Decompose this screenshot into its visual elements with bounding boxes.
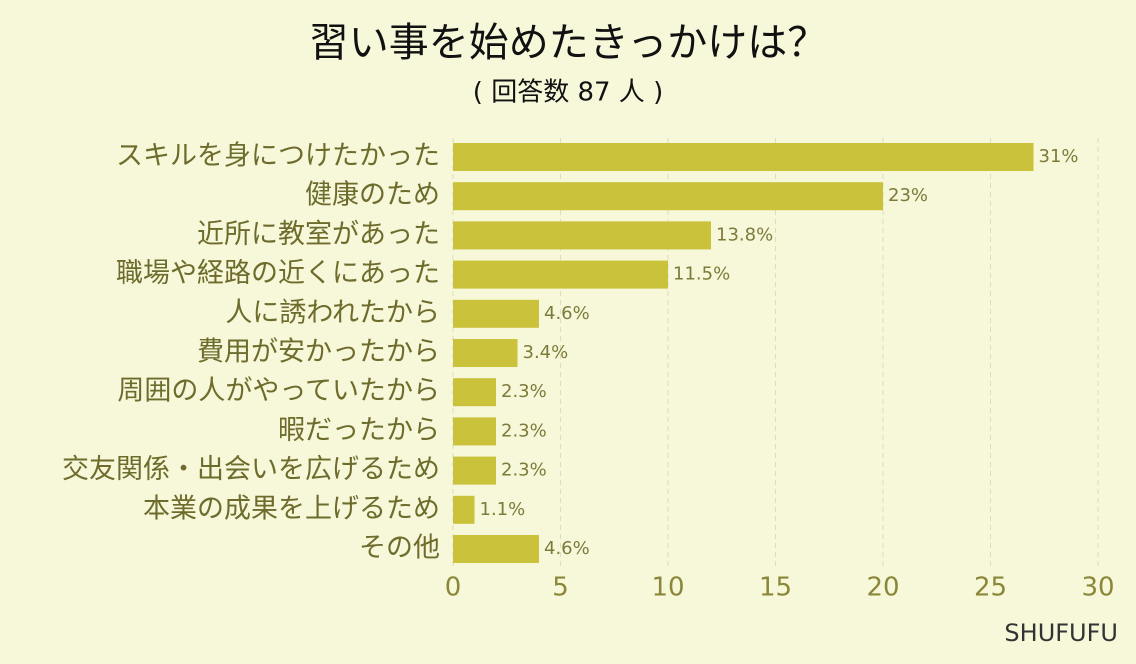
value-label: 2.3% [501,420,547,441]
category-label: 健康のため [305,180,440,211]
value-label: 2.3% [501,460,547,481]
bar [453,221,711,250]
category-label: 近所に教室があった [197,219,440,250]
value-label: 4.6% [544,303,590,324]
value-label: 31% [1039,146,1079,167]
value-label: 23% [888,185,928,206]
chart-title: 習い事を始めたきっかけは？ [309,20,827,66]
x-tick-label: 0 [445,573,462,603]
x-tick-label: 30 [1081,573,1114,603]
category-label: 職場や経路の近くにあった [116,258,440,289]
value-label: 4.6% [544,538,590,559]
source: SHUFUFU [1004,619,1118,647]
category-label: 周囲の人がやっていたから [117,376,440,407]
category-label: 人に誘われたから [225,297,440,328]
bar [453,456,496,485]
bar [453,299,539,328]
x-tick-label: 25 [974,573,1007,603]
bar [453,260,668,289]
x-tick-label: 10 [651,573,684,603]
value-label: 2.3% [501,381,547,402]
bar [453,417,496,446]
category-label: 費用が安かったから [197,337,440,368]
value-label: 1.1% [480,499,526,520]
x-tick-label: 20 [866,573,899,603]
bar [453,339,518,367]
category-label: その他 [359,533,440,564]
bar [453,535,539,563]
value-label: 13.8% [716,224,773,245]
x-tick-label: 5 [552,573,569,603]
bar [453,143,1034,171]
value-label: 11.5% [673,264,730,285]
category-label: 交友関係・出会いを広げるため [62,454,440,485]
category-label: 本業の成果を上げるため [143,493,440,524]
category-label: 暇だったから [278,415,440,446]
bar [453,182,883,211]
x-tick-label: 15 [759,573,792,603]
category-label: スキルを身につけたかった [116,141,440,172]
value-label: 3.4% [523,342,569,363]
bar [453,378,496,407]
chart-subtitle: ( 回答数 87 人 ) [473,78,663,108]
bar [453,495,475,524]
